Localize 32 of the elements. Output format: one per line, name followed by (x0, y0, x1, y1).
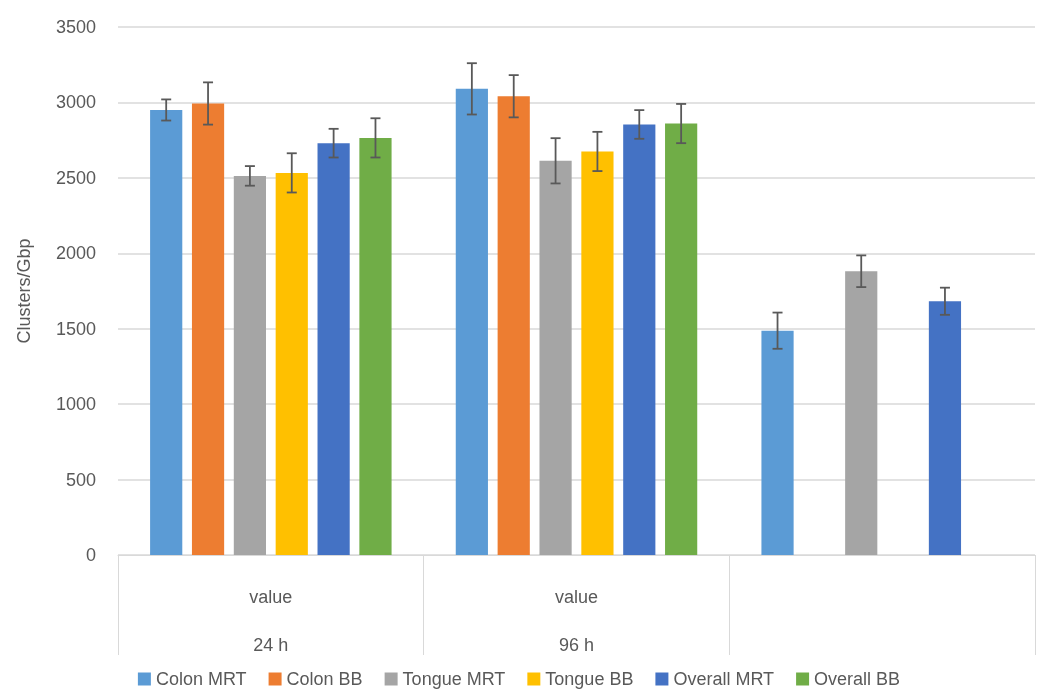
bar (761, 330, 794, 555)
bar (233, 175, 266, 555)
bar (581, 151, 614, 555)
y-tick-label: 2000 (55, 243, 96, 264)
bar (275, 172, 308, 555)
bar (665, 123, 698, 555)
bar (845, 271, 878, 555)
legend-label: Tongue BB (545, 669, 634, 689)
bar (497, 96, 530, 555)
bar (150, 109, 183, 555)
legend-label: Tongue MRT (402, 669, 506, 689)
legend-label: Colon MRT (155, 669, 247, 689)
bar (539, 160, 572, 555)
legend-label: Overall MRT (673, 669, 775, 689)
bar (191, 103, 225, 555)
y-tick-label: 3000 (55, 92, 96, 113)
legend-label: Overall BB (814, 669, 901, 689)
category-label: value 24 h (249, 587, 293, 655)
legend-label: Colon BB (286, 669, 363, 689)
y-tick-label: 3500 (55, 17, 96, 37)
bar (455, 88, 488, 555)
y-axis-title: Clusters/Gbp (14, 238, 34, 344)
y-tick-label: 1000 (55, 394, 96, 415)
bar (928, 301, 962, 555)
y-tick-label: 0 (85, 545, 96, 565)
bar (623, 124, 656, 555)
y-tick-label: 2500 (55, 167, 96, 188)
y-tick-label: 1500 (55, 318, 96, 339)
y-tick-label: 500 (65, 469, 96, 490)
bar (317, 143, 350, 555)
category-label: value 96 h (554, 587, 599, 655)
bar (359, 137, 392, 555)
